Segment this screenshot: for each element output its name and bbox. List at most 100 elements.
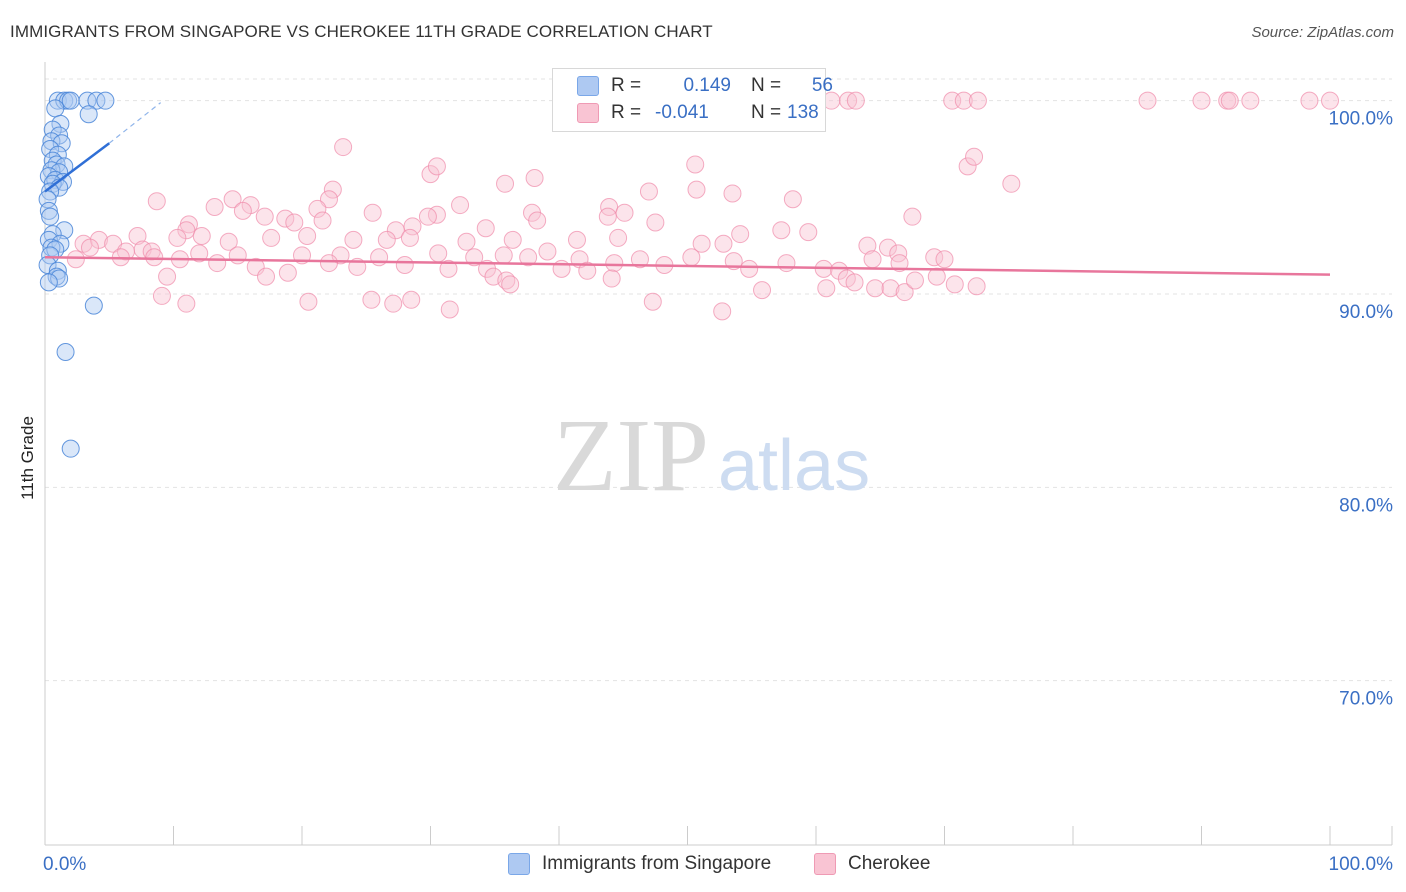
cherokee-point xyxy=(334,138,353,157)
cherokee-point xyxy=(643,292,662,311)
singapore-point xyxy=(61,91,80,110)
stats-swatch-cherokee xyxy=(577,103,599,123)
cherokee-point xyxy=(427,205,446,224)
singapore-point xyxy=(55,221,74,240)
cherokee-point xyxy=(285,213,304,232)
singapore-point xyxy=(50,269,69,288)
singapore-point xyxy=(46,99,65,118)
cherokee-point xyxy=(439,259,458,278)
stats-row-singapore: R = 0.149 N = 56 xyxy=(577,73,833,99)
cherokee-point xyxy=(223,190,242,209)
cherokee-point xyxy=(552,259,571,278)
cherokee-point xyxy=(377,230,396,249)
cherokee-point xyxy=(714,234,733,253)
cherokee-point xyxy=(686,155,705,174)
cherokee-point xyxy=(905,271,924,290)
cherokee-point xyxy=(145,248,164,267)
cherokee-point xyxy=(954,91,973,110)
cherokee-point xyxy=(878,238,897,257)
watermark-atlas: atlas xyxy=(718,426,870,506)
cherokee-point xyxy=(152,286,171,305)
cherokee-point xyxy=(866,279,885,298)
cherokee-point xyxy=(89,230,108,249)
singapore-trend-extension xyxy=(108,102,162,144)
cherokee-point xyxy=(772,221,791,240)
cherokee-point xyxy=(257,267,276,286)
singapore-point xyxy=(52,134,71,153)
cherokee-point xyxy=(567,230,586,249)
cherokee-point xyxy=(968,91,987,110)
cherokee-point xyxy=(1220,91,1239,110)
stats-row-cherokee: R = -0.041 N = 138 xyxy=(577,100,827,126)
cherokee-point xyxy=(403,217,422,236)
cherokee-point xyxy=(723,184,742,203)
cherokee-point xyxy=(233,201,252,220)
cherokee-point xyxy=(168,228,187,247)
y-tick-label: 70.0% xyxy=(1339,689,1393,710)
cherokee-point xyxy=(402,290,421,309)
singapore-point xyxy=(41,207,60,226)
cherokee-point xyxy=(1138,91,1157,110)
cherokee-point xyxy=(395,256,414,274)
cherokee-point xyxy=(478,259,497,278)
cherokee-point xyxy=(503,230,522,249)
cherokee-points xyxy=(66,91,1339,321)
cherokee-point xyxy=(1300,91,1319,110)
cherokee-point xyxy=(519,248,538,267)
cherokee-point xyxy=(219,232,238,251)
cherokee-point xyxy=(147,192,166,211)
cherokee-point xyxy=(845,273,864,292)
cherokee-point xyxy=(538,242,557,261)
cherokee-point xyxy=(783,190,802,209)
bottom-legend: Immigrants from Singapore Cherokee xyxy=(0,850,1406,880)
legend-item-singapore[interactable]: Immigrants from Singapore xyxy=(508,853,771,875)
cherokee-point xyxy=(609,228,628,247)
cherokee-point xyxy=(255,207,274,226)
cherokee-point xyxy=(429,244,448,263)
cherokee-point xyxy=(1241,91,1260,110)
stats-r-label: R = xyxy=(611,102,642,123)
watermark-zip: ZIP xyxy=(553,398,709,513)
cherokee-point xyxy=(965,147,984,166)
cherokee-point xyxy=(116,242,135,261)
cherokee-point xyxy=(158,267,177,286)
cherokee-point xyxy=(895,283,914,302)
cherokee-point xyxy=(465,248,484,267)
cherokee-point xyxy=(192,227,211,245)
axes xyxy=(44,62,1393,846)
cherokee-point xyxy=(863,250,882,269)
cherokee-point xyxy=(276,209,295,228)
cherokee-point xyxy=(830,261,849,280)
source-label: Source: ZipAtlas.com xyxy=(1251,24,1394,41)
cherokee-point xyxy=(602,269,621,288)
singapore-point xyxy=(39,201,58,220)
singapore-trend-line xyxy=(44,142,111,193)
cherokee-point xyxy=(846,91,865,110)
cherokee-point xyxy=(362,290,381,309)
cherokee-point xyxy=(1002,174,1021,193)
cherokee-point xyxy=(890,254,909,273)
cherokee-point xyxy=(177,221,196,240)
stats-r-label: R = xyxy=(611,75,642,96)
cherokee-point xyxy=(528,211,547,230)
cherokee-point xyxy=(598,207,617,226)
cherokee-point xyxy=(967,277,986,296)
y-tick-label: 80.0% xyxy=(1339,495,1393,516)
cherokee-point xyxy=(731,225,750,244)
cherokee-point xyxy=(799,223,818,242)
cherokee-point xyxy=(753,281,772,300)
cherokee-point xyxy=(501,275,520,294)
cherokee-point xyxy=(308,199,327,218)
watermark: ZIP atlas xyxy=(553,398,870,513)
cherokee-point xyxy=(421,165,440,184)
cherokee-point xyxy=(881,279,900,298)
cherokee-point xyxy=(639,182,658,201)
cherokee-point xyxy=(319,190,338,209)
cherokee-point xyxy=(525,169,544,187)
cherokee-point xyxy=(945,275,964,294)
cherokee-point xyxy=(777,254,796,273)
cherokee-point xyxy=(451,196,470,215)
singapore-points xyxy=(38,91,115,458)
legend-item-cherokee[interactable]: Cherokee xyxy=(814,853,930,875)
